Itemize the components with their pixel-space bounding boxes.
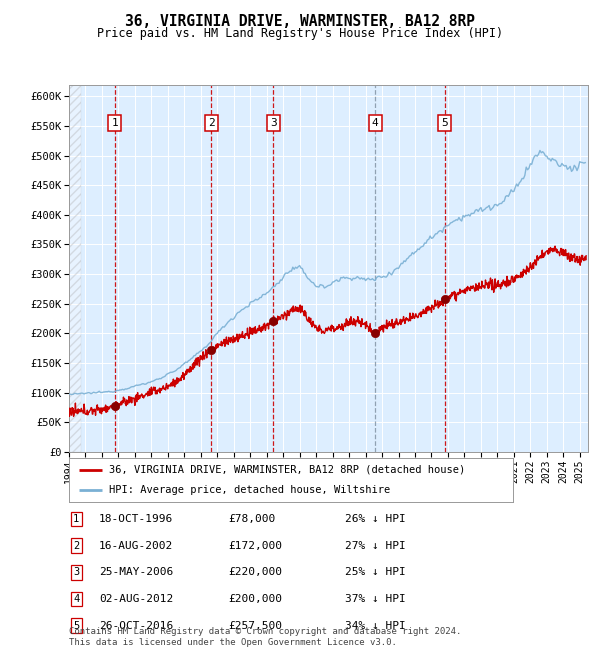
Text: 1: 1 <box>112 118 118 128</box>
Text: £78,000: £78,000 <box>228 514 275 524</box>
Text: 02-AUG-2012: 02-AUG-2012 <box>99 594 173 604</box>
Text: 25% ↓ HPI: 25% ↓ HPI <box>345 567 406 577</box>
Text: 16-AUG-2002: 16-AUG-2002 <box>99 541 173 551</box>
Text: 25-MAY-2006: 25-MAY-2006 <box>99 567 173 577</box>
Text: 3: 3 <box>73 567 79 577</box>
Text: 1: 1 <box>73 514 79 524</box>
Text: £200,000: £200,000 <box>228 594 282 604</box>
Text: 37% ↓ HPI: 37% ↓ HPI <box>345 594 406 604</box>
Text: Price paid vs. HM Land Registry's House Price Index (HPI): Price paid vs. HM Land Registry's House … <box>97 27 503 40</box>
Text: 4: 4 <box>372 118 379 128</box>
Text: 36, VIRGINIA DRIVE, WARMINSTER, BA12 8RP (detached house): 36, VIRGINIA DRIVE, WARMINSTER, BA12 8RP… <box>109 465 465 474</box>
Text: 2: 2 <box>208 118 214 128</box>
Text: 5: 5 <box>442 118 448 128</box>
Text: £257,500: £257,500 <box>228 621 282 630</box>
Text: 2: 2 <box>73 541 79 551</box>
Text: 3: 3 <box>270 118 277 128</box>
Text: Contains HM Land Registry data © Crown copyright and database right 2024.
This d: Contains HM Land Registry data © Crown c… <box>69 627 461 647</box>
Text: 36, VIRGINIA DRIVE, WARMINSTER, BA12 8RP: 36, VIRGINIA DRIVE, WARMINSTER, BA12 8RP <box>125 14 475 29</box>
Text: 27% ↓ HPI: 27% ↓ HPI <box>345 541 406 551</box>
Text: 26% ↓ HPI: 26% ↓ HPI <box>345 514 406 524</box>
Text: 26-OCT-2016: 26-OCT-2016 <box>99 621 173 630</box>
Text: 34% ↓ HPI: 34% ↓ HPI <box>345 621 406 630</box>
Text: 5: 5 <box>73 621 79 630</box>
Text: 4: 4 <box>73 594 79 604</box>
Text: 18-OCT-1996: 18-OCT-1996 <box>99 514 173 524</box>
Text: HPI: Average price, detached house, Wiltshire: HPI: Average price, detached house, Wilt… <box>109 485 390 495</box>
Text: £220,000: £220,000 <box>228 567 282 577</box>
Text: £172,000: £172,000 <box>228 541 282 551</box>
